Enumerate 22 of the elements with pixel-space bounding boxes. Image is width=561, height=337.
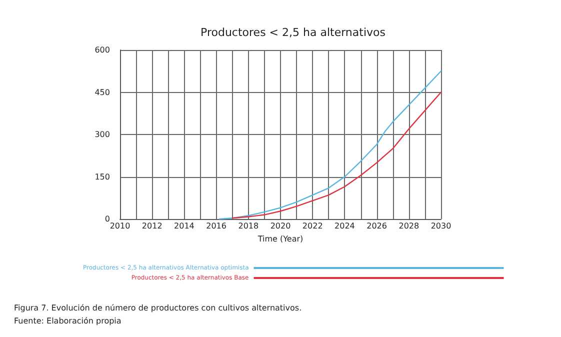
x-tick-label: 2016 — [206, 222, 226, 230]
text: Figura 7. Evolución de número de productores con cultivos alternativos. — [14, 304, 302, 312]
y-tick-label: 300 — [94, 130, 110, 139]
line-series — [218, 70, 442, 220]
x-tick-label: 2012 — [142, 222, 162, 230]
y-tick-label: 0 — [104, 214, 110, 224]
x-tick-label: 2014 — [174, 222, 194, 230]
x-tick-label: 2024 — [334, 222, 355, 230]
x-tick-label: 2022 — [302, 222, 323, 230]
y-tick-label: 450 — [94, 88, 110, 97]
x-tick-label: 2018 — [238, 222, 259, 230]
chart-title: Productores < 2,5 ha alternativos — [200, 26, 386, 39]
x-tick-label: 2020 — [270, 222, 291, 230]
source-note: Fuente: Elaboración propia — [14, 316, 122, 326]
x-tick-label: 2026 — [366, 222, 387, 230]
x-tick-label: 2010 — [110, 222, 130, 230]
x-tick-label: 2030 — [430, 222, 452, 230]
y-tick-label: 600 — [94, 46, 110, 54]
x-axis-title: Time (Year) — [256, 234, 304, 244]
y-tick-label: 150 — [94, 172, 110, 182]
line-series — [232, 92, 442, 219]
x-tick-label: 2028 — [398, 222, 420, 230]
